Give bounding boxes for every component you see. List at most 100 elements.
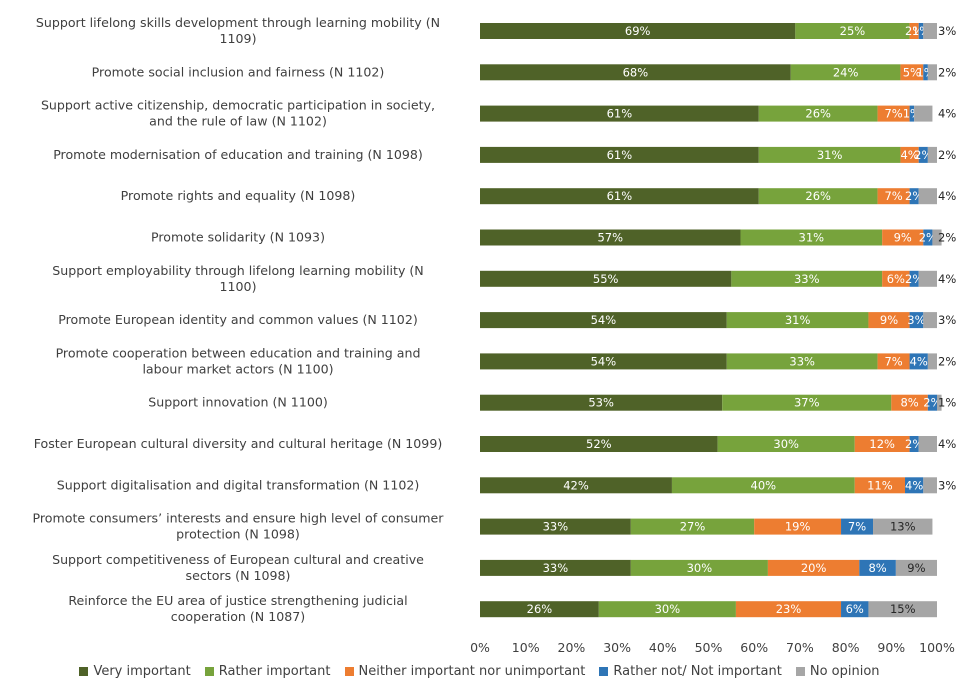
bar-segment-rather-not-not-important [918, 23, 924, 39]
bar-segment-no-opinion [895, 559, 937, 576]
category-label: Promote modernisation of education and t… [53, 147, 423, 162]
data-label: 61% [607, 107, 633, 121]
data-label: 9% [894, 231, 912, 245]
bar-segment-neither-important-nor-unimportant [877, 105, 910, 122]
bar-segment-very-important [480, 105, 759, 122]
bar-segment-very-important [480, 188, 759, 205]
legend-swatch [79, 667, 89, 676]
bar-segment-no-opinion [932, 229, 942, 246]
bar-segment-very-important [480, 270, 732, 287]
data-label: 4% [900, 148, 918, 162]
data-label: 3% [938, 478, 956, 492]
x-tick-label: 20% [558, 640, 586, 655]
bar-segment-no-opinion [868, 601, 937, 618]
x-tick-label: 70% [786, 640, 814, 655]
bar-row: Promote cooperation between education an… [56, 345, 957, 376]
bar-row: Support lifelong skills development thro… [36, 15, 956, 46]
bar-segment-neither-important-nor-unimportant [877, 188, 910, 205]
data-label: 7% [884, 354, 902, 368]
data-label: 30% [655, 602, 681, 616]
bar-segment-rather-important [758, 146, 901, 163]
data-label: 7% [884, 107, 902, 121]
bar-row: Promote European identity and common val… [58, 312, 956, 329]
bar-segment-very-important [480, 353, 727, 370]
bar-segment-no-opinion [923, 312, 937, 329]
legend-label: Very important [93, 664, 191, 679]
bar-segment-rather-important [726, 312, 869, 329]
bar-row: Foster European cultural diversity and c… [34, 436, 956, 452]
bar-segment-neither-important-nor-unimportant [854, 436, 910, 452]
category-label: Support competitiveness of European cult… [52, 552, 424, 583]
data-label: 19% [785, 520, 811, 534]
data-label: 8% [900, 396, 918, 410]
data-label: 23% [776, 602, 802, 616]
data-label: 25% [840, 24, 866, 38]
bar-segment-neither-important-nor-unimportant [754, 518, 842, 535]
bar-segment-rather-not-not-important [909, 353, 928, 370]
bar-row: Support competitiveness of European cult… [52, 552, 937, 583]
category-label: Reinforce the EU area of justice strengt… [68, 593, 407, 624]
bar-segment-neither-important-nor-unimportant [882, 270, 910, 287]
bar-row: Promote rights and equality (N 1098) 61% 2… [121, 188, 956, 205]
bar-segment-neither-important-nor-unimportant [877, 353, 910, 370]
data-label: 31% [785, 313, 811, 327]
stacked-bar-chart: Support lifelong skills development thro… [33, 15, 957, 655]
legend-label: Rather not/ Not important [613, 664, 782, 679]
bar-segment-rather-important [795, 23, 910, 39]
bar-segment-rather-important [630, 559, 768, 576]
data-label: 20% [801, 561, 827, 575]
bar-row: Support active citizenship, democratic p… [41, 98, 956, 129]
data-label: 3% [938, 313, 956, 327]
bar-segment-neither-important-nor-unimportant [767, 559, 860, 576]
bar-segment-no-opinion [927, 353, 937, 370]
data-label: 30% [687, 561, 713, 575]
data-label: 4% [938, 272, 956, 286]
data-label: 6% [846, 602, 864, 616]
data-label: 4% [910, 354, 928, 368]
data-label: 7% [884, 189, 902, 203]
bar-segment-very-important [480, 146, 759, 163]
legend-label: Rather important [218, 664, 331, 679]
bar-segment-rather-not-not-important [905, 477, 924, 494]
bar-segment-no-opinion [873, 518, 933, 535]
category-label: Promote solidarity (N 1093) [151, 230, 325, 245]
data-label: 7% [848, 520, 866, 534]
data-label: 69% [625, 24, 651, 38]
bar-segment-rather-important [758, 105, 878, 122]
data-label: 3% [907, 313, 925, 327]
bar-segment-rather-not-not-important [927, 394, 937, 411]
data-label: 2% [938, 354, 956, 368]
bar-segment-rather-important [671, 477, 855, 494]
data-label: 6% [887, 272, 905, 286]
bar-segment-neither-important-nor-unimportant [900, 64, 924, 81]
legend-item: No opinion [795, 664, 880, 679]
bar-segment-rather-not-not-important [909, 188, 919, 205]
bar-segment-very-important [480, 394, 723, 411]
bar-segment-rather-not-not-important [923, 64, 928, 81]
bar-segment-rather-important [731, 270, 883, 287]
data-label: 3% [938, 24, 956, 38]
category-label: Support innovation (N 1100) [148, 395, 328, 410]
data-label: 26% [805, 189, 831, 203]
bar-segment-rather-not-not-important [909, 105, 915, 122]
data-label: 33% [543, 520, 569, 534]
category-label: Promote social inclusion and fairness (N… [92, 64, 385, 79]
bar-segment-neither-important-nor-unimportant [868, 312, 910, 329]
data-label: 31% [799, 231, 825, 245]
x-tick-label: 30% [603, 640, 631, 655]
bar-row: Promote solidarity (N 1093) 57% 31% 9% 2% 2% [151, 229, 956, 246]
data-label: 27% [680, 520, 706, 534]
legend-item: Rather important [204, 664, 331, 679]
bar-segment-no-opinion [914, 105, 933, 122]
data-label: 40% [751, 478, 777, 492]
data-label: 42% [563, 478, 589, 492]
data-label: 4% [938, 437, 956, 451]
category-label: Support lifelong skills development thro… [36, 15, 440, 46]
bar-segment-rather-not-not-important [841, 518, 874, 535]
bar-row: Promote consumers’ interests and ensure … [33, 511, 933, 542]
bar-segment-very-important [480, 601, 599, 618]
bar-segment-very-important [480, 23, 796, 39]
data-label: 4% [905, 478, 923, 492]
data-label: 31% [817, 148, 843, 162]
data-label: 61% [607, 148, 633, 162]
